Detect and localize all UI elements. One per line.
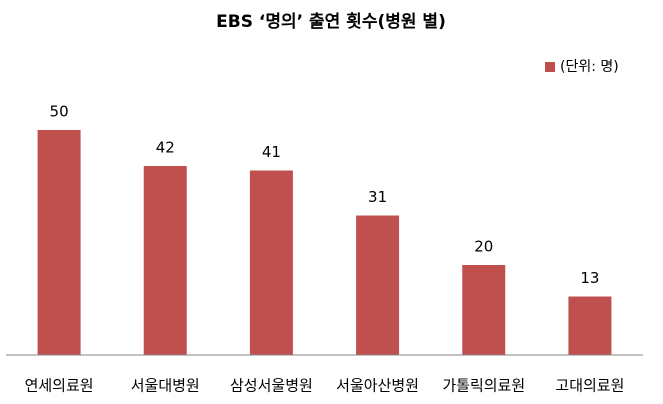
bar xyxy=(37,130,81,355)
bar xyxy=(462,265,506,355)
legend-label: (단위: 명) xyxy=(560,59,619,75)
data-label: 42 xyxy=(156,139,175,157)
bar xyxy=(356,215,400,355)
legend-swatch xyxy=(545,62,555,72)
x-tick-label: 가톨릭의료원 xyxy=(442,377,525,395)
x-tick-label: 서울대병원 xyxy=(131,377,200,395)
bar xyxy=(249,170,293,355)
chart-title: EBS ‘명의’ 출연 횟수(병원 별) xyxy=(216,12,446,32)
data-label: 31 xyxy=(368,188,387,206)
x-tick-label: 고대의료원 xyxy=(555,377,624,395)
x-tick-label: 연세의료원 xyxy=(25,377,94,395)
data-label: 41 xyxy=(262,143,281,161)
bar xyxy=(568,296,612,355)
bar xyxy=(143,166,187,355)
data-label: 50 xyxy=(50,103,69,121)
data-label: 20 xyxy=(474,238,493,256)
data-label: 13 xyxy=(580,269,599,287)
x-tick-label: 삼성서울병원 xyxy=(230,377,313,395)
x-tick-label: 서울아산병원 xyxy=(336,377,419,395)
